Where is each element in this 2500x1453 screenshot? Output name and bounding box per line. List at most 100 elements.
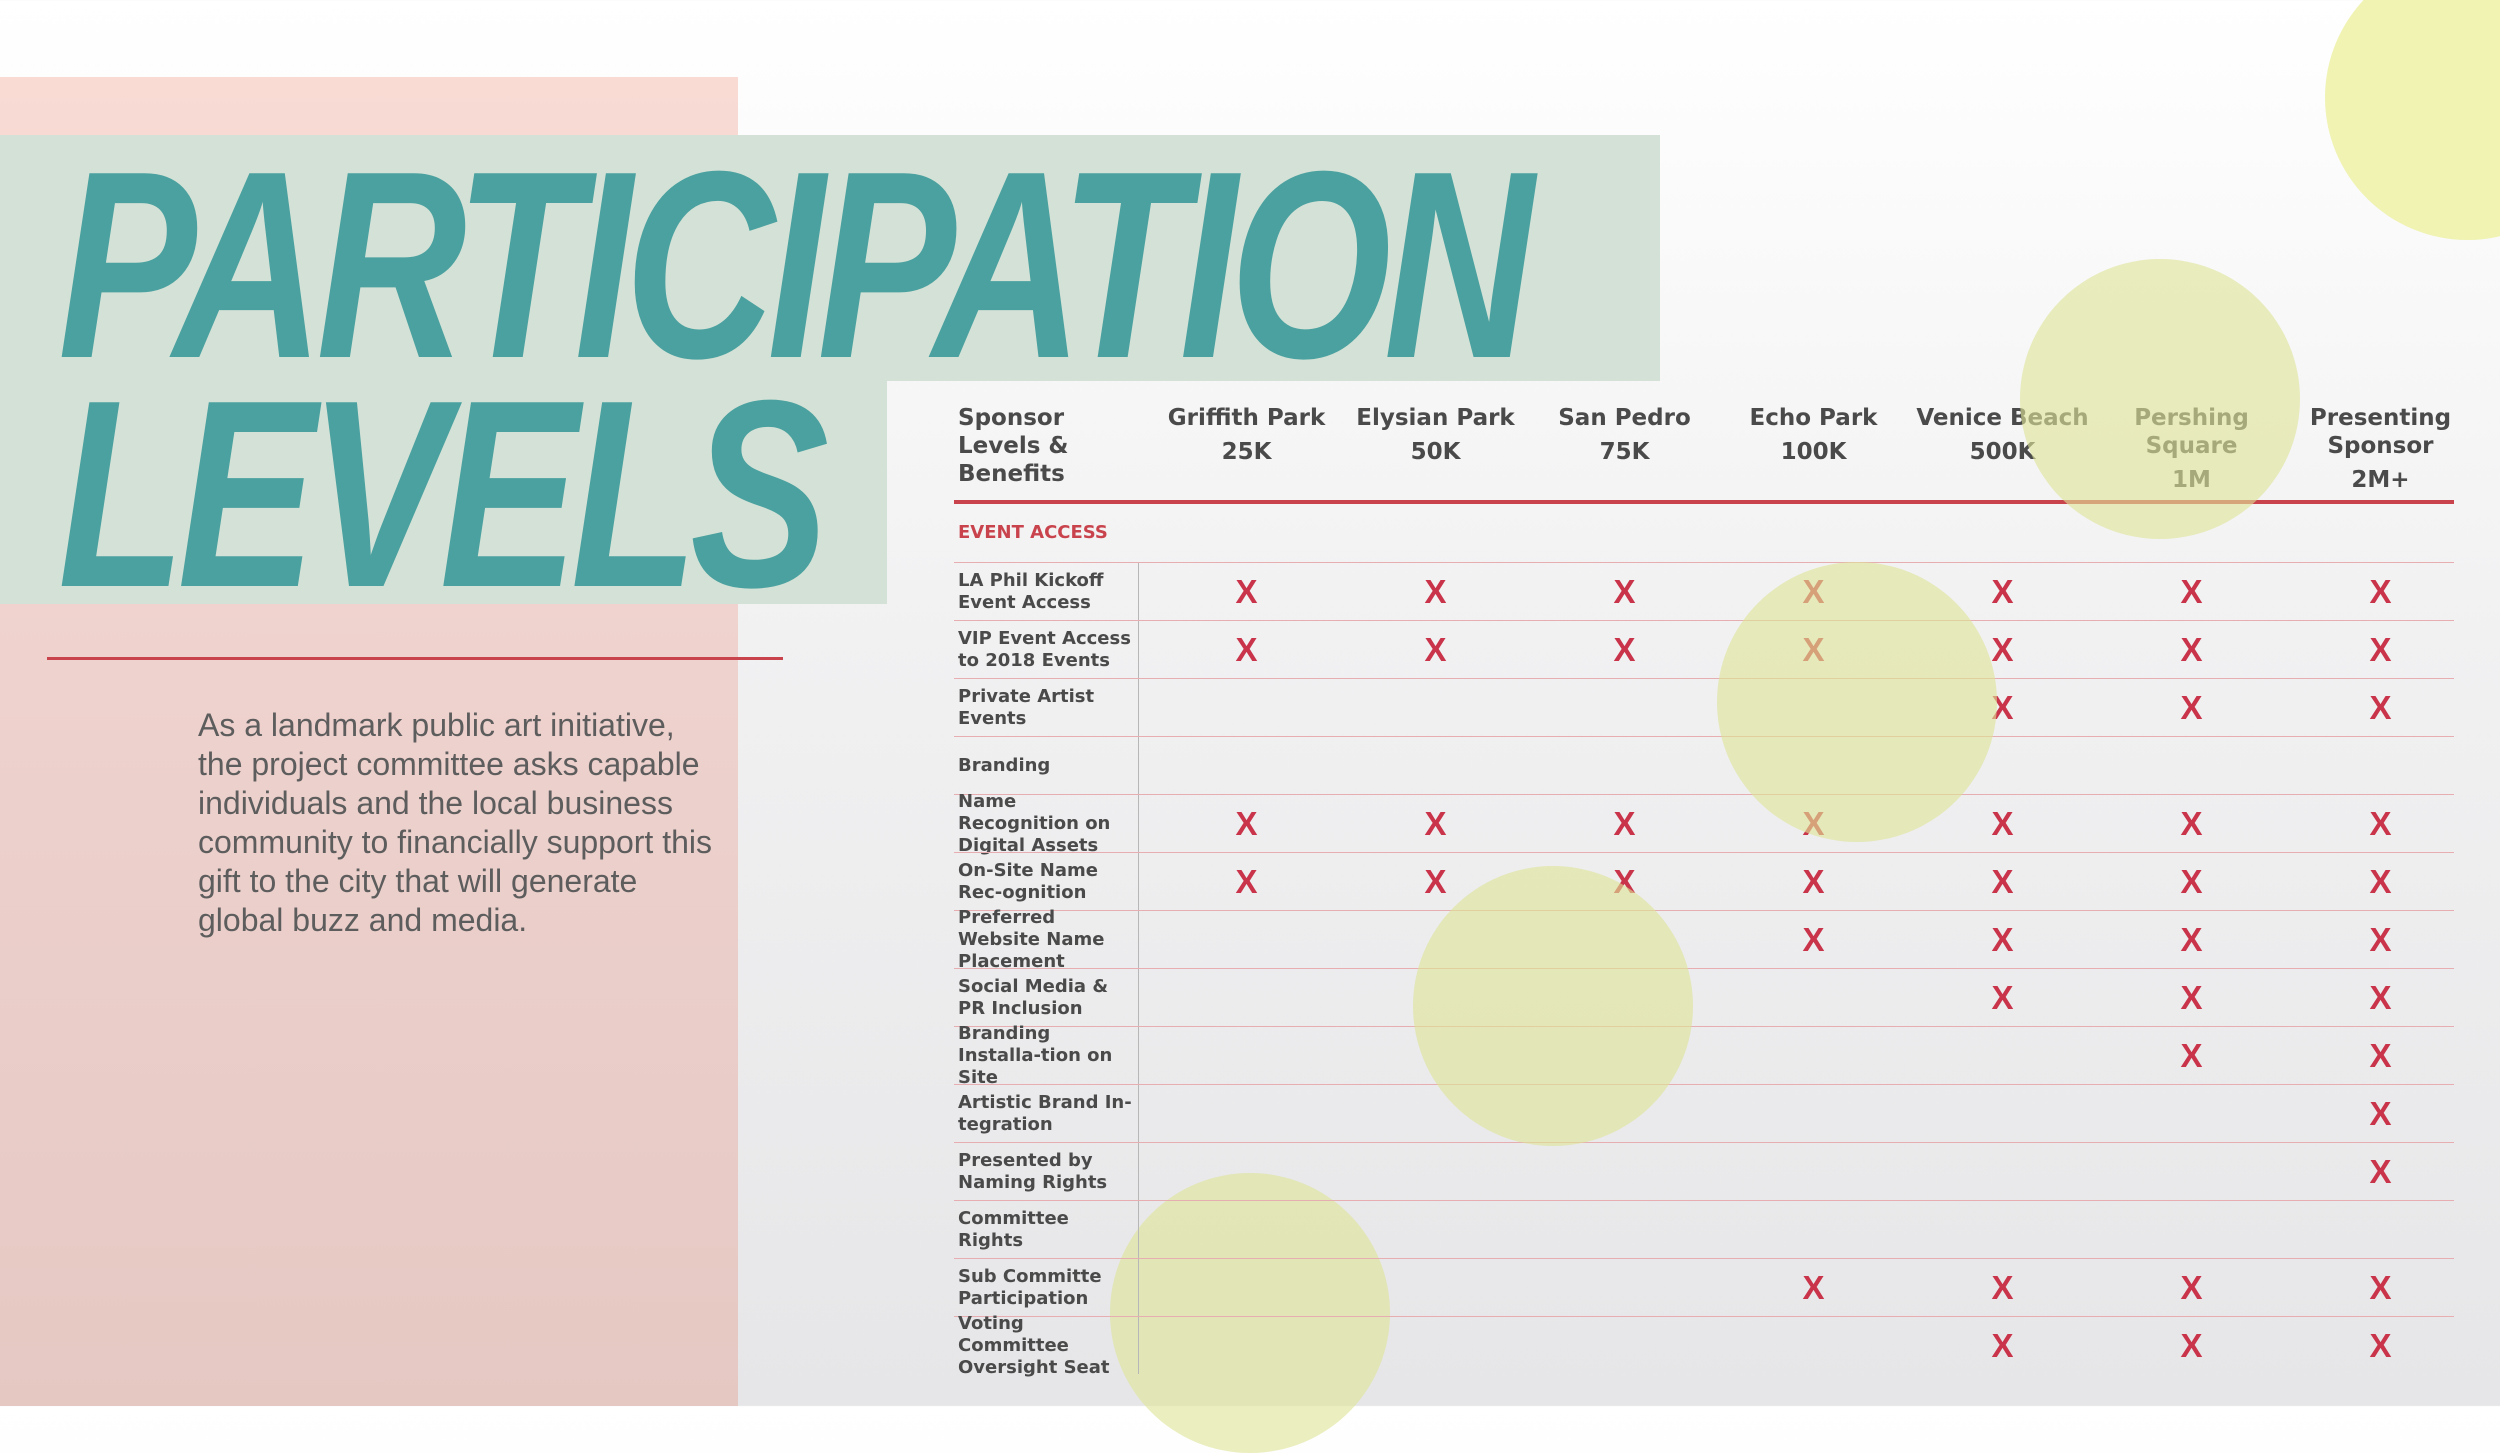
included-mark: X (1235, 805, 1258, 842)
included-mark: X (1802, 921, 1825, 958)
included-mark: X (2180, 573, 2203, 610)
benefit-row: Name Recognition on Digital Assets X X X X X X… (954, 790, 2454, 856)
level-name: Elysian Park (1356, 405, 1515, 431)
benefit-label: VIP Event Access to 2018 Events (958, 627, 1131, 671)
included-mark: X (2369, 573, 2392, 610)
section-label: EVENT ACCESS (958, 522, 1108, 543)
level-amount: 50K (1410, 439, 1461, 465)
level-name: Echo Park (1749, 405, 1878, 431)
column-separator (1138, 795, 1139, 852)
column-separator (1138, 621, 1139, 678)
benefit-row: Branding Installa-tion on Site X X (954, 1022, 2454, 1088)
benefit-row: Committee Rights (954, 1200, 2454, 1258)
benefit-label: Private Artist Events (958, 685, 1095, 729)
decorative-circle (1413, 866, 1693, 1146)
decorative-circle (2325, 0, 2500, 240)
included-mark: X (1991, 863, 2014, 900)
benefit-label: Committee Rights (958, 1207, 1069, 1251)
included-mark: X (2369, 1095, 2392, 1132)
included-mark: X (2369, 805, 2392, 842)
column-separator (1138, 1143, 1139, 1200)
page-title-line-2: LEVELS (58, 344, 829, 643)
included-mark: X (2369, 1153, 2392, 1190)
included-mark: X (2369, 689, 2392, 726)
column-separator (1138, 853, 1139, 910)
benefit-label: Presented by Naming Rights (958, 1149, 1108, 1193)
level-amount: 75K (1599, 439, 1650, 465)
benefit-row: Artistic Brand In-tegration X (954, 1084, 2454, 1142)
included-mark: X (2369, 1327, 2392, 1364)
benefit-label: Social Media & PR Inclusion (958, 975, 1109, 1019)
column-separator (1138, 563, 1139, 620)
benefit-label: Branding (958, 754, 1051, 776)
included-mark: X (1424, 805, 1447, 842)
benefit-row: Private Artist Events X X X (954, 678, 2454, 736)
level-header: San Pedro 75K (1532, 404, 1717, 466)
included-mark: X (2180, 921, 2203, 958)
benefit-label: LA Phil Kickoff Event Access (958, 569, 1104, 613)
column-separator (1138, 1317, 1139, 1374)
participation-matrix: Sponsor Levels & Benefits Griffith Park 2… (954, 400, 2454, 1378)
column-separator (1138, 679, 1139, 736)
included-mark: X (1991, 979, 2014, 1016)
matrix-corner-label: Sponsor Levels & Benefits (958, 405, 1069, 487)
included-mark: X (2369, 979, 2392, 1016)
title-divider (47, 657, 783, 660)
matrix-rows: LA Phil Kickoff Event AccessXXXXXXXVIP E… (954, 562, 2454, 1378)
level-header: Griffith Park 25K (1154, 404, 1339, 466)
included-mark: X (2180, 805, 2203, 842)
included-mark: X (1991, 689, 2014, 726)
included-mark: X (1991, 921, 2014, 958)
included-mark: X (1235, 863, 1258, 900)
included-mark: X (1991, 1327, 2014, 1364)
level-name: San Pedro (1558, 405, 1691, 431)
included-mark: X (1235, 573, 1258, 610)
included-mark: X (2369, 863, 2392, 900)
included-mark: X (1991, 631, 2014, 668)
benefit-label: Branding Installa-tion on Site (958, 1022, 1113, 1088)
benefit-row: On-Site Name Rec-ognition X X X X X X X (954, 852, 2454, 910)
included-mark: X (1991, 805, 2014, 842)
benefit-row: Voting Committee Oversight Seat X X X (954, 1313, 2454, 1378)
level-amount: 500K (1969, 439, 2036, 465)
level-header: Echo Park 100K (1721, 404, 1906, 466)
benefit-label: Preferred Website Name Placement (958, 906, 1105, 972)
benefit-row: Branding (954, 736, 2454, 794)
included-mark: X (2180, 631, 2203, 668)
title-band-bottom (0, 381, 887, 604)
benefit-label: Name Recognition on Digital Assets (958, 790, 1111, 856)
column-separator (1138, 737, 1139, 794)
title-band-top (0, 135, 1660, 381)
included-mark: X (2180, 1037, 2203, 1074)
included-mark: X (2180, 863, 2203, 900)
included-mark: X (2369, 921, 2392, 958)
level-amount: 25K (1221, 439, 1272, 465)
benefit-label: Sub Committe Participation (958, 1265, 1102, 1309)
included-mark: X (1802, 863, 1825, 900)
benefit-row: Sub Committe Participation X X X X (954, 1258, 2454, 1316)
level-name: Griffith Park (1167, 405, 1326, 431)
included-mark: X (2180, 979, 2203, 1016)
included-mark: X (1802, 1269, 1825, 1306)
level-amount: 2M+ (2351, 467, 2410, 493)
level-name: Presenting Sponsor (2309, 405, 2452, 459)
included-mark: X (2369, 1269, 2392, 1306)
level-header: Presenting Sponsor 2M+ (2288, 404, 2473, 494)
included-mark: X (1424, 631, 1447, 668)
included-mark: X (2180, 1327, 2203, 1364)
included-mark: X (1991, 1269, 2014, 1306)
included-mark: X (2180, 689, 2203, 726)
benefit-label: Artistic Brand In-tegration (958, 1091, 1132, 1135)
benefit-row: VIP Event Access to 2018 EventsXXXXXXX (954, 620, 2454, 678)
column-separator (1138, 1085, 1139, 1142)
decorative-circle (1717, 562, 1997, 842)
included-mark: X (2369, 631, 2392, 668)
included-mark: X (1424, 863, 1447, 900)
level-amount: 100K (1780, 439, 1847, 465)
benefit-row: Presented by Naming Rights X (954, 1142, 2454, 1200)
included-mark: X (1613, 573, 1636, 610)
decorative-circle (2020, 259, 2300, 539)
included-mark: X (1991, 573, 2014, 610)
column-separator (1138, 969, 1139, 1026)
included-mark: X (1424, 573, 1447, 610)
